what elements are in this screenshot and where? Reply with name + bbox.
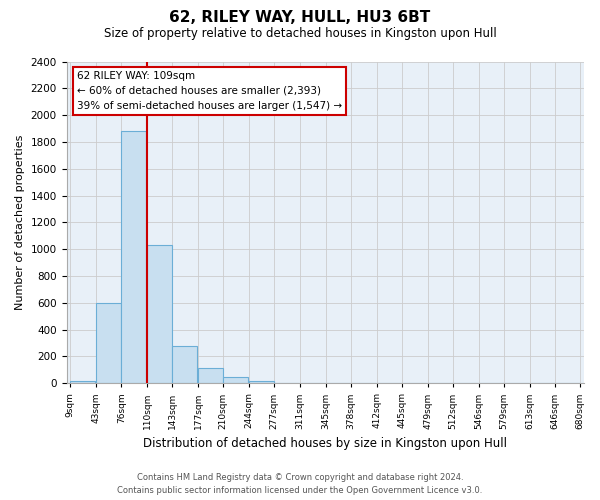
- Text: Contains HM Land Registry data © Crown copyright and database right 2024.
Contai: Contains HM Land Registry data © Crown c…: [118, 474, 482, 495]
- Bar: [172, 346, 197, 384]
- Bar: [198, 368, 223, 384]
- Text: 62, RILEY WAY, HULL, HU3 6BT: 62, RILEY WAY, HULL, HU3 6BT: [169, 10, 431, 25]
- Text: 62 RILEY WAY: 109sqm
← 60% of detached houses are smaller (2,393)
39% of semi-de: 62 RILEY WAY: 109sqm ← 60% of detached h…: [77, 71, 342, 111]
- Bar: [223, 376, 248, 384]
- Bar: [274, 382, 299, 384]
- Bar: [147, 245, 172, 384]
- Bar: [96, 303, 121, 384]
- Text: Size of property relative to detached houses in Kingston upon Hull: Size of property relative to detached ho…: [104, 28, 496, 40]
- Bar: [249, 380, 274, 384]
- Bar: [70, 382, 95, 384]
- Bar: [121, 131, 146, 384]
- X-axis label: Distribution of detached houses by size in Kingston upon Hull: Distribution of detached houses by size …: [143, 437, 507, 450]
- Y-axis label: Number of detached properties: Number of detached properties: [15, 134, 25, 310]
